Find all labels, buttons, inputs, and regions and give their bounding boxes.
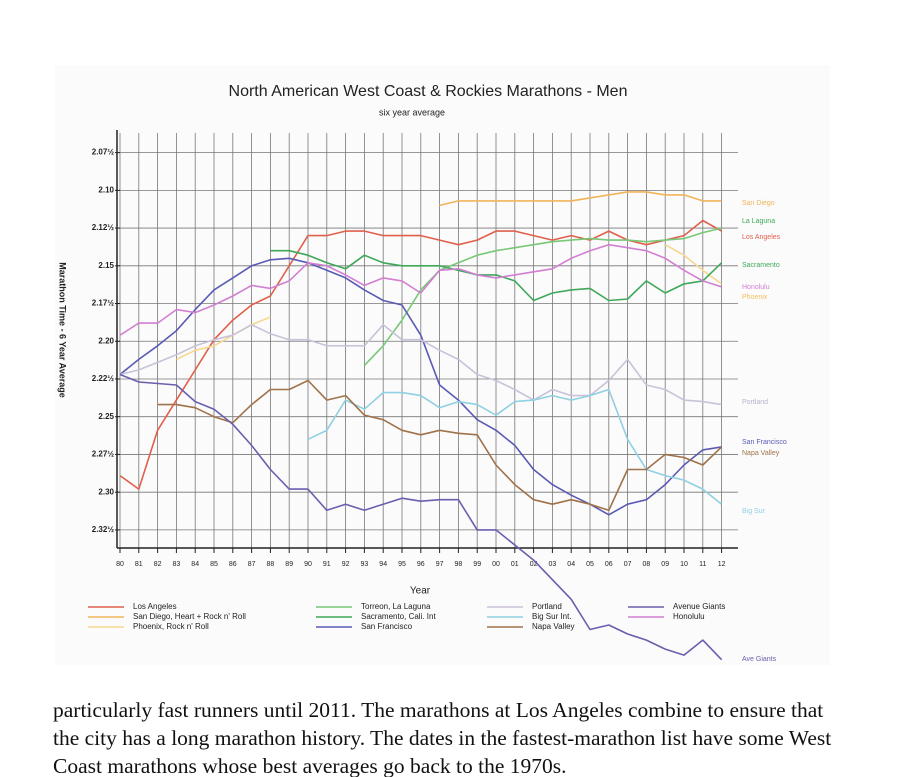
y-axis-label: Marathon Time - 6 Year Average	[58, 262, 68, 398]
x-tick-label: 86	[229, 561, 237, 568]
series-line	[270, 249, 723, 302]
chart-subtitle: six year average	[379, 107, 445, 117]
end-label: Portland	[742, 399, 768, 406]
x-tick-label: 96	[417, 561, 425, 568]
y-tick-label: 2.32½	[92, 525, 115, 534]
end-label: Sacramento	[742, 262, 780, 269]
series-line	[157, 379, 723, 512]
x-tick-label: 98	[455, 561, 463, 568]
legend-label: San Diego, Heart + Rock n' Roll	[133, 612, 246, 621]
x-tick-label: 08	[643, 561, 651, 568]
x-tick-label: 88	[267, 561, 275, 568]
series-line	[119, 373, 723, 661]
legend-label: Los Angeles	[133, 602, 177, 611]
x-tick-label: 09	[661, 561, 669, 568]
y-tick-label: 2.22½	[92, 374, 115, 383]
legend-label: Big Sur Int.	[532, 612, 572, 621]
legend-label: Torreon, La Laguna	[361, 602, 431, 611]
x-tick-label: 99	[473, 561, 481, 568]
chart-title: North American West Coast & Rockies Mara…	[229, 83, 628, 100]
x-tick-label: 05	[586, 561, 594, 568]
y-tick-label: 2.10	[98, 185, 114, 194]
y-tick-label: 2.15	[98, 261, 114, 270]
x-tick-label: 93	[361, 561, 369, 568]
y-tick-label: 2.20	[98, 336, 114, 345]
x-tick-label: 94	[379, 561, 387, 568]
legend-label: San Francisco	[361, 622, 413, 631]
x-tick-label: 89	[285, 561, 293, 568]
y-tick-label: 2.25	[98, 412, 114, 421]
y-tick-label: 2.07½	[92, 148, 115, 157]
x-tick-label: 02	[530, 561, 538, 568]
end-label: Napa Valley	[742, 450, 780, 457]
x-tick-label: 00	[492, 561, 500, 568]
legend-label: Honolulu	[673, 612, 705, 621]
x-tick-label: 11	[699, 561, 706, 568]
x-tick-label: 87	[248, 561, 256, 568]
chart-panel	[55, 65, 830, 665]
series-line	[176, 244, 723, 361]
legend-label: Phoenix, Rock n' Roll	[133, 622, 209, 631]
x-tick-label: 85	[210, 561, 218, 568]
series-line	[119, 219, 722, 490]
legend-label: Portland	[532, 602, 562, 611]
legend-label: Napa Valley	[532, 622, 575, 631]
x-tick-label: 91	[323, 561, 331, 568]
legend-label: Avenue Giants	[673, 602, 725, 611]
end-label: Ave Giants	[742, 656, 777, 663]
x-tick-label: 82	[154, 561, 162, 568]
legend-label: Sacramento, Cali. Int	[361, 612, 436, 621]
series-line	[119, 257, 722, 516]
end-label: Los Angeles	[742, 234, 781, 241]
x-tick-label: 83	[173, 561, 181, 568]
y-tick-label: 2.17½	[92, 299, 115, 308]
end-label: Honolulu	[742, 284, 770, 291]
y-tick-label: 2.12½	[92, 223, 115, 232]
end-label: San Diego	[742, 200, 775, 207]
y-tick-label: 2.30	[98, 487, 114, 496]
end-label: La Laguna	[742, 218, 775, 225]
x-tick-label: 80	[116, 561, 124, 568]
series-line	[439, 191, 722, 207]
x-tick-label: 84	[191, 561, 199, 568]
x-axis-label: Year	[410, 586, 431, 597]
series-line	[119, 323, 722, 406]
body-text: particularly fast runners until 2011. Th…	[53, 698, 832, 777]
x-tick-label: 06	[605, 561, 613, 568]
end-label: Phoenix	[742, 294, 768, 301]
x-tick-label: 81	[135, 561, 143, 568]
x-tick-label: 90	[304, 561, 312, 568]
series-line	[119, 243, 722, 336]
series-line	[307, 388, 723, 505]
x-tick-label: 04	[567, 561, 575, 568]
y-tick-label: 2.27½	[92, 450, 115, 459]
end-label: San Francisco	[742, 439, 787, 446]
x-tick-label: 12	[718, 561, 726, 568]
chart: North American West Coast & Rockies Mara…	[55, 65, 830, 665]
grid	[117, 133, 738, 548]
end-label: Big Sur	[742, 508, 766, 515]
x-tick-label: 92	[342, 561, 350, 568]
x-tick-label: 03	[549, 561, 557, 568]
x-tick-label: 97	[436, 561, 444, 568]
x-tick-label: 95	[398, 561, 406, 568]
x-tick-label: 10	[680, 561, 688, 568]
x-tick-label: 07	[624, 561, 632, 568]
x-tick-label: 01	[511, 561, 519, 568]
series-line	[363, 227, 722, 366]
